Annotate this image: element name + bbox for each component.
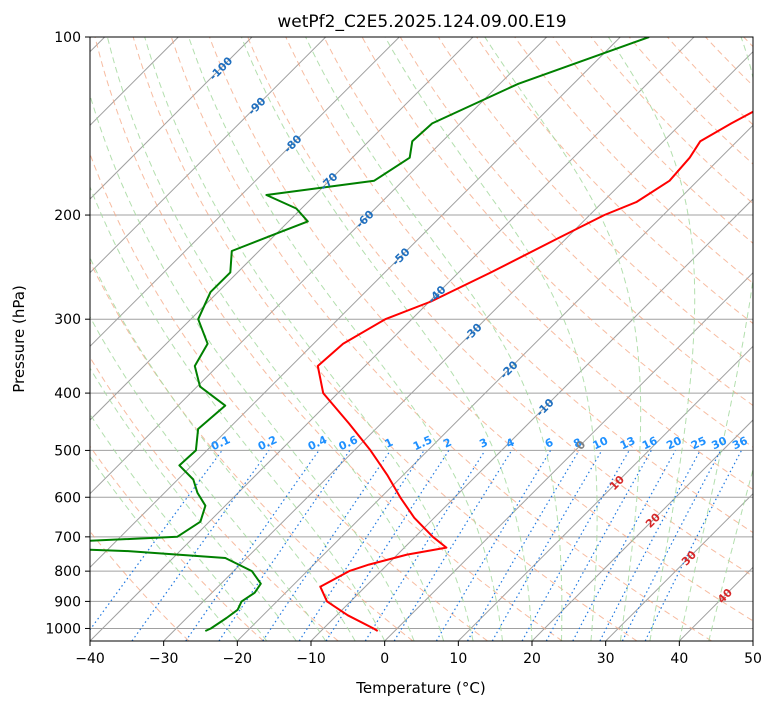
isotherm-line	[384, 271, 753, 641]
mixing-ratio-line	[185, 450, 320, 641]
x-tick-label: 10	[449, 651, 467, 667]
x-tick-label: 30	[597, 651, 615, 667]
isotherm-line	[90, 37, 327, 274]
mixing-ratio-line	[393, 450, 513, 641]
mixing-ratio-line	[364, 450, 486, 641]
dry-adiabat-line	[90, 445, 264, 641]
dry-adiabat-line	[399, 37, 753, 407]
moist-adiabat-line	[106, 37, 445, 641]
y-tick-label: 500	[54, 443, 81, 459]
dry-adiabat-line	[323, 37, 753, 491]
dry-adiabat-line	[90, 260, 414, 641]
x-tick-label: 40	[670, 651, 688, 667]
temperature-line	[316, 110, 753, 632]
isotherm-line	[236, 124, 753, 641]
x-tick-label: −40	[75, 651, 105, 667]
y-tick-label: 300	[54, 312, 81, 328]
isotherm-line	[90, 37, 695, 641]
dry-adiabat-line	[361, 37, 753, 448]
dry-adiabat-line	[590, 37, 753, 205]
mixing-ratio-line	[90, 450, 223, 631]
chart-title: wetPf2_C2E5.2025.124.09.00.E19	[277, 12, 566, 32]
moist-adiabat-line	[90, 413, 268, 641]
dry-adiabat-line	[514, 37, 753, 284]
moist-adiabat-line	[144, 37, 474, 641]
isotherm-line	[163, 50, 753, 641]
isotherm-line	[90, 37, 474, 421]
plot-frame	[89, 36, 754, 642]
dry-adiabat-line	[94, 37, 563, 641]
mixing-ratio-label: 13	[618, 434, 637, 452]
plot-area	[90, 37, 753, 641]
mixing-ratio-line	[131, 450, 270, 641]
x-tick-label: −20	[223, 651, 253, 667]
mixing-ratio-label: 25	[689, 434, 708, 452]
mixing-ratio-label: 20	[664, 434, 684, 452]
mixing-ratio-line	[435, 450, 552, 641]
axes: −40 −30 −20 −10 0 10 20 30 40 50 100 200 300 400 500 60…	[45, 30, 762, 667]
x-tick-label: 20	[523, 651, 541, 667]
dry-adiabat-line	[247, 37, 753, 577]
moist-adiabat-line	[305, 37, 563, 641]
y-tick-label: 400	[54, 386, 81, 402]
y-tick-label: 100	[54, 30, 81, 46]
mixing-ratio-line	[521, 450, 630, 641]
moist-adiabat-line	[708, 467, 753, 641]
dry-adiabat-line	[132, 37, 638, 641]
dry-adiabat-line	[170, 37, 712, 641]
mixing-ratio-line	[545, 450, 652, 641]
moist-adiabat-line	[678, 37, 753, 641]
moist-adiabat-line	[240, 37, 533, 641]
isotherm-line	[90, 37, 400, 348]
mixing-ratio-line	[325, 450, 450, 641]
moist-adiabat-line	[384, 37, 598, 641]
x-tick-label: 50	[744, 651, 762, 667]
moist-adiabat-line	[484, 37, 642, 641]
dewpoint-line	[90, 37, 650, 632]
moist-adiabat-line	[607, 37, 696, 641]
moist-adiabat-line	[90, 256, 356, 641]
y-tick-label: 900	[54, 594, 81, 610]
moist-adiabat-line	[90, 455, 238, 641]
mixing-ratio-label: 16	[640, 434, 660, 452]
y-tick-label: 600	[54, 490, 81, 506]
mixing-ratio-line	[466, 450, 580, 641]
y-tick-label: 700	[54, 530, 81, 546]
y-tick-label: 1000	[45, 621, 81, 637]
mixing-ratio-label: 30	[710, 434, 730, 452]
x-tick-label: −10	[296, 651, 326, 667]
x-tick-label: −30	[149, 651, 179, 667]
mixing-ratio-label: 36	[730, 434, 750, 452]
dry-adiabat-line	[209, 37, 753, 622]
y-tick-label: 200	[54, 208, 81, 224]
mixing-ratio-line	[298, 450, 425, 641]
dry-adiabat-line	[628, 37, 753, 165]
x-axis-label: Temperature (°C)	[355, 679, 485, 697]
moist-adiabat-line	[90, 93, 415, 641]
moist-adiabat-line	[188, 37, 503, 641]
mixing-ratio-line	[491, 450, 603, 641]
x-tick-label: 0	[380, 651, 389, 667]
mixing-ratio-line	[572, 450, 677, 641]
mixing-ratio-label: 10	[591, 434, 611, 452]
isotherm-line	[90, 37, 253, 200]
moist-adiabat-line	[90, 185, 386, 641]
isotherm-line	[457, 345, 753, 641]
y-axis-label: Pressure (hPa)	[10, 285, 28, 393]
y-tick-label: 800	[54, 564, 81, 580]
isotherm-line	[90, 37, 548, 495]
isotherm-line	[605, 492, 753, 641]
